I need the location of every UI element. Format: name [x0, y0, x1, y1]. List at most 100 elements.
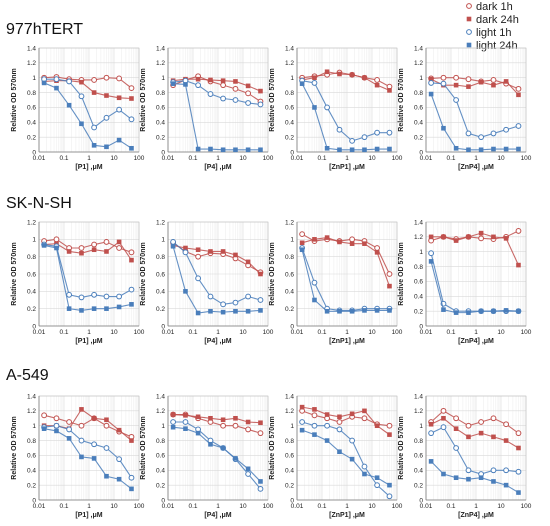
- data-point: [182, 249, 189, 256]
- data-point: [183, 426, 188, 431]
- data-point: [349, 137, 356, 144]
- y-tick-label: 1.2: [27, 60, 36, 67]
- data-point: [428, 459, 434, 464]
- data-point: [207, 293, 214, 300]
- data-point: [116, 245, 123, 251]
- data-point: [516, 262, 521, 268]
- x-axis-label: [P4] ,μM: [204, 512, 231, 519]
- data-point: [91, 77, 98, 83]
- data-point: [208, 415, 213, 421]
- x-tick-label: 0.01: [33, 329, 46, 336]
- data-point: [478, 430, 484, 436]
- data-point: [312, 105, 317, 110]
- y-tick-label: 1.2: [285, 60, 294, 67]
- chart-panel-7: 0.01 0.1 1 10 100 0 0.2 0.4 0.6 0.8 1 1.2 1.4 [ZnP4] …: [398, 219, 532, 345]
- y-axis-label: Relative OD 570nm: [398, 68, 405, 131]
- data-point: [233, 308, 238, 314]
- x-tick-label: 10: [368, 155, 376, 162]
- x-tick-label: 10: [239, 329, 247, 336]
- x-tick-label: 1: [345, 155, 349, 162]
- data-point: [387, 432, 392, 437]
- data-point: [337, 449, 342, 455]
- data-point: [183, 245, 188, 251]
- y-axis-label: Relative OD 570nm: [11, 416, 18, 479]
- data-point: [170, 424, 176, 430]
- y-tick-label: 0: [419, 497, 423, 504]
- data-point: [312, 297, 317, 303]
- data-point: [128, 286, 135, 293]
- data-point: [466, 310, 471, 315]
- data-point: [208, 77, 213, 83]
- y-axis-label: Relative OD 570nm: [140, 416, 147, 479]
- y-tick-label: 0.2: [27, 134, 36, 141]
- data-point: [312, 237, 317, 242]
- data-point: [41, 80, 47, 86]
- data-point: [66, 426, 73, 433]
- y-tick-label: 0: [161, 497, 165, 504]
- y-tick-label: 0.4: [414, 468, 423, 475]
- data-point: [103, 114, 110, 121]
- y-tick-label: 1.2: [414, 408, 423, 415]
- data-point: [258, 147, 263, 153]
- chart-panel-9: 0.01 0.1 1 10 100 0 0.2 0.4 0.6 0.8 1 1.2 1.4 [P4] ,μ…: [140, 393, 274, 519]
- x-tick-label: 100: [521, 155, 532, 162]
- x-axis-label: [P1] ,μM: [75, 164, 102, 171]
- row-label-a-549: A-549: [6, 367, 49, 384]
- legend-label-2: light 1h: [476, 27, 511, 39]
- chart-panel-6: 0.01 0.1 1 10 100 0 0.2 0.4 0.6 0.8 1 1.2 [ZnP1] ,μM…: [269, 219, 403, 345]
- data-point: [386, 271, 393, 277]
- data-point: [104, 306, 109, 311]
- data-point: [374, 308, 380, 313]
- x-tick-label: 100: [392, 329, 403, 336]
- y-tick-label: 1.2: [27, 408, 36, 415]
- legend-label-1: dark 24h: [476, 14, 519, 26]
- data-point: [386, 129, 393, 136]
- data-point: [258, 88, 263, 94]
- data-point: [78, 245, 85, 251]
- data-point: [453, 445, 460, 451]
- data-point: [374, 82, 380, 88]
- data-point: [257, 297, 264, 303]
- y-tick-label: 0: [419, 149, 423, 156]
- x-tick-label: 0.1: [59, 155, 68, 162]
- y-tick-label: 0.6: [156, 105, 165, 112]
- data-point: [195, 275, 202, 282]
- data-point: [324, 422, 331, 429]
- data-point: [104, 249, 109, 254]
- series-dark-24h: [299, 235, 392, 289]
- series-light-24h: [299, 247, 392, 314]
- chart-panel-0: 0.01 0.1 1 10 100 0 0.2 0.4 0.6 0.8 1 1.2 1.4 [P1] ,μ…: [11, 45, 145, 171]
- data-point: [428, 234, 434, 240]
- x-tick-label: 0.01: [291, 329, 304, 336]
- data-point: [66, 249, 72, 254]
- data-point: [116, 75, 123, 82]
- series-light-1h: [170, 419, 264, 492]
- data-point: [349, 147, 355, 153]
- x-tick-label: 1: [216, 503, 220, 510]
- data-point: [361, 134, 368, 141]
- y-tick-label: 0.4: [285, 468, 294, 475]
- y-tick-label: 0.6: [285, 271, 294, 278]
- legend-label-0: dark 1h: [476, 1, 513, 13]
- data-point: [128, 116, 135, 123]
- y-tick-label: 0.6: [156, 453, 165, 460]
- data-point: [195, 247, 201, 253]
- y-tick-label: 0.8: [27, 254, 36, 261]
- data-point: [245, 147, 251, 153]
- y-tick-label: 1: [32, 75, 36, 82]
- data-point: [349, 411, 355, 417]
- y-tick-label: 0.2: [156, 306, 165, 313]
- y-tick-label: 1: [161, 237, 165, 244]
- y-tick-label: 0.2: [414, 482, 423, 489]
- x-tick-label: 1: [474, 503, 478, 510]
- data-point: [428, 80, 435, 86]
- data-point: [220, 301, 227, 308]
- data-point: [245, 419, 251, 425]
- data-point: [129, 257, 134, 263]
- data-point: [257, 485, 264, 492]
- series-light-1h: [41, 241, 135, 301]
- data-point: [362, 241, 367, 246]
- y-tick-label: 0.8: [414, 264, 423, 271]
